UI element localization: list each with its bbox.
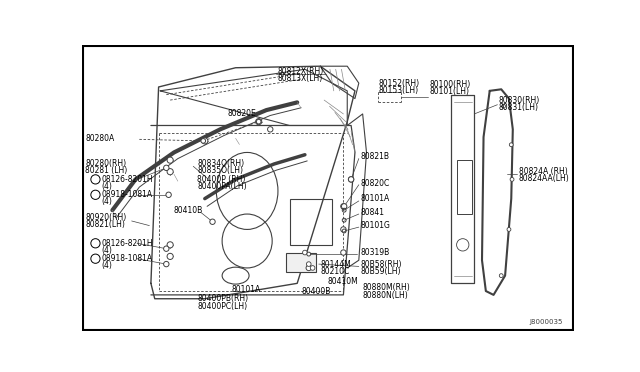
Circle shape [510,177,514,181]
Text: 80880N(LH): 80880N(LH) [363,291,408,300]
Text: (4): (4) [102,182,113,191]
Text: 80319B: 80319B [360,248,390,257]
Text: (4): (4) [102,246,113,255]
Text: 80920(RH): 80920(RH) [86,214,127,222]
Text: N: N [93,192,98,198]
Text: 08126-8201H: 08126-8201H [102,239,153,248]
Text: 80821B: 80821B [360,152,389,161]
Text: 80410M: 80410M [328,277,359,286]
Circle shape [164,246,169,251]
Text: 80400P (RH): 80400P (RH) [197,175,246,184]
Circle shape [167,242,173,248]
Circle shape [164,165,169,170]
Circle shape [167,253,173,260]
Text: 80410B: 80410B [174,206,204,215]
Text: 80880M(RH): 80880M(RH) [363,283,410,292]
Text: 80144M: 80144M [320,260,351,269]
Circle shape [307,262,311,266]
Text: 80820C: 80820C [360,179,390,188]
Circle shape [340,203,346,209]
Circle shape [167,169,173,175]
Circle shape [268,126,273,132]
Text: 08918-1081A: 08918-1081A [102,190,153,199]
Text: (4): (4) [102,261,113,270]
Circle shape [306,265,312,271]
Bar [456,160,472,214]
Text: 08126-8201H: 08126-8201H [102,175,153,184]
Text: 80152(RH): 80152(RH) [378,78,419,88]
Circle shape [91,190,100,199]
Circle shape [340,227,346,232]
Text: 80101A: 80101A [232,285,261,294]
Text: 80101G: 80101G [360,221,390,230]
Circle shape [201,139,205,143]
Circle shape [202,138,208,144]
Text: 80834O(RH): 80834O(RH) [197,160,244,169]
Circle shape [166,192,172,198]
Text: 80812X(RH): 80812X(RH) [278,67,324,76]
Text: 80400PB(RH): 80400PB(RH) [197,294,248,303]
Circle shape [310,266,315,270]
Circle shape [257,119,261,124]
Circle shape [303,250,307,255]
Circle shape [91,254,100,263]
Text: 80820E: 80820E [228,109,257,118]
Circle shape [509,143,513,147]
Circle shape [164,262,169,267]
Text: 80813X(LH): 80813X(LH) [278,74,323,83]
Text: 80280(RH): 80280(RH) [86,160,127,169]
Text: B: B [93,176,98,182]
Circle shape [502,104,506,108]
Text: 80835O(LH): 80835O(LH) [197,166,243,176]
Text: 80824A (RH): 80824A (RH) [519,167,568,176]
Circle shape [348,177,354,182]
Circle shape [91,239,100,248]
Text: 80210C: 80210C [320,267,349,276]
Circle shape [340,250,346,255]
Text: 80841: 80841 [360,208,385,217]
Text: 80821(LH): 80821(LH) [86,220,125,229]
Text: 80831(LH): 80831(LH) [499,103,539,112]
Circle shape [167,157,173,163]
Text: 80400PC(LH): 80400PC(LH) [197,302,247,311]
Circle shape [210,219,215,224]
Bar [289,199,332,245]
Text: 80B58(RH): 80B58(RH) [360,260,402,269]
Text: N: N [93,256,98,262]
Text: 80830(RH): 80830(RH) [499,96,540,105]
Text: 80101(LH): 80101(LH) [429,87,470,96]
Text: 80281 (LH): 80281 (LH) [86,166,128,176]
Text: (4): (4) [102,197,113,206]
Text: B: B [93,240,98,246]
Circle shape [91,175,100,184]
Text: 80280A: 80280A [86,134,115,143]
Text: 80400B: 80400B [301,286,330,295]
Circle shape [499,274,503,278]
Text: 08918-1081A: 08918-1081A [102,254,153,263]
Text: 80B59(LH): 80B59(LH) [360,266,401,276]
Text: J8000035: J8000035 [529,319,563,325]
Text: 80101A: 80101A [360,194,390,203]
Text: 80100(RH): 80100(RH) [429,80,471,89]
Text: 80400PA(LH): 80400PA(LH) [197,182,247,191]
Text: 80824AA(LH): 80824AA(LH) [519,174,570,183]
Circle shape [255,119,262,125]
Bar [285,253,316,272]
Circle shape [348,177,354,182]
Circle shape [507,228,511,231]
Circle shape [307,252,310,256]
Circle shape [342,203,347,209]
Text: 80153(LH): 80153(LH) [378,86,418,94]
